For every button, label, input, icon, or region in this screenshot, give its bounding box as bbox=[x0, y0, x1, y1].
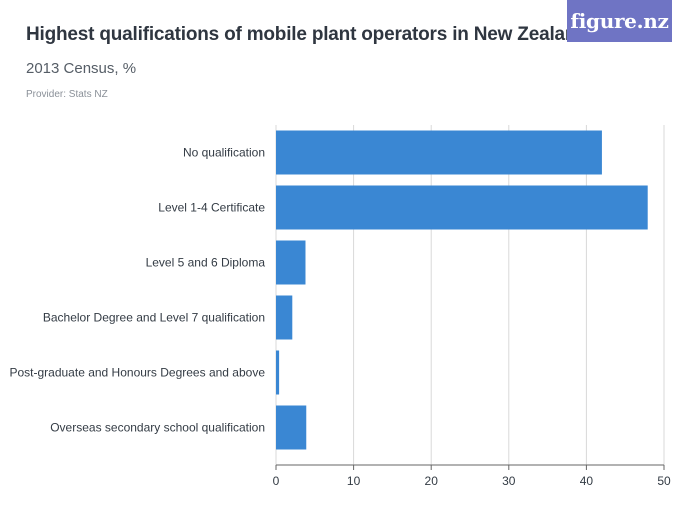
category-label: Level 1-4 Certificate bbox=[158, 201, 265, 215]
category-label: Post-graduate and Honours Degrees and ab… bbox=[9, 366, 265, 380]
x-tick-label: 20 bbox=[425, 474, 439, 488]
x-axis: 0 10 20 30 40 50 bbox=[273, 464, 671, 488]
x-tick-label: 40 bbox=[580, 474, 594, 488]
category-label: Overseas secondary school qualification bbox=[50, 421, 265, 435]
bar bbox=[276, 240, 306, 285]
x-tick-label: 10 bbox=[347, 474, 361, 488]
x-tick-label: 30 bbox=[502, 474, 516, 488]
figure-nz-logo[interactable]: figure.nz bbox=[567, 0, 672, 42]
gridlines bbox=[275, 125, 665, 465]
bar bbox=[276, 405, 307, 450]
chart-title: Highest qualifications of mobile plant o… bbox=[26, 24, 588, 45]
x-tick-label: 50 bbox=[657, 474, 671, 488]
category-labels: No qualification Level 1-4 Certificate Lev… bbox=[9, 146, 265, 435]
logo-text: figure.nz bbox=[570, 9, 669, 33]
provider-note: Provider: Stats NZ bbox=[26, 89, 108, 100]
category-label: Level 5 and 6 Diploma bbox=[146, 256, 266, 270]
bar bbox=[276, 185, 648, 230]
x-tick-label: 0 bbox=[273, 474, 280, 488]
chart-subtitle: 2013 Census, % bbox=[26, 60, 137, 77]
category-label: Bachelor Degree and Level 7 qualificatio… bbox=[43, 311, 265, 325]
category-label: No qualification bbox=[183, 146, 265, 160]
bar bbox=[276, 350, 280, 395]
bar bbox=[276, 130, 602, 175]
bar bbox=[276, 295, 293, 340]
bars bbox=[276, 130, 648, 450]
